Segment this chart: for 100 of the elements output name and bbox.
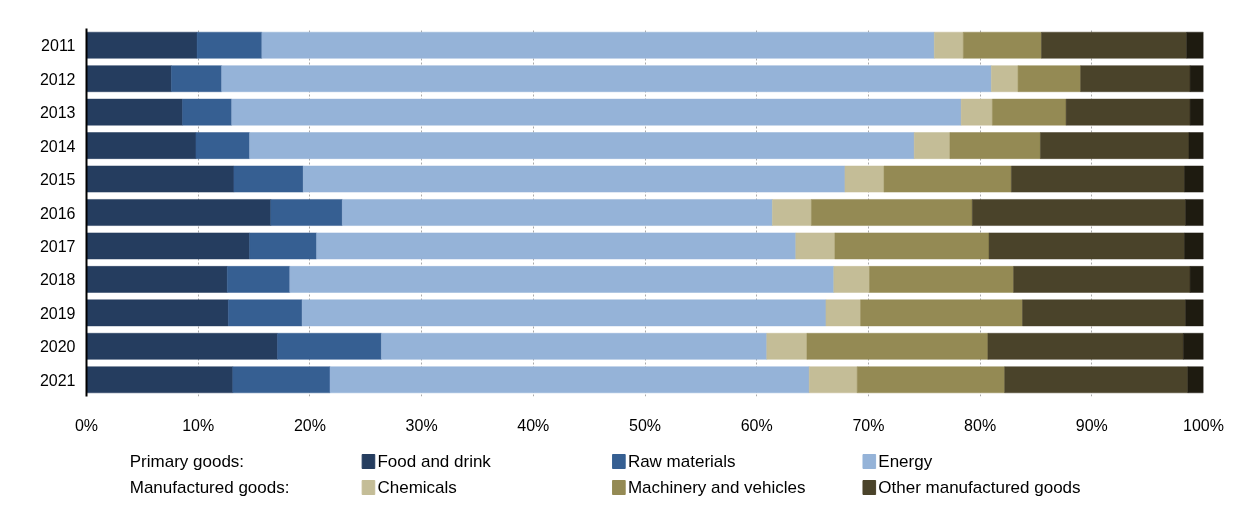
bar <box>86 366 234 394</box>
bar <box>860 299 1023 327</box>
x-tick-label: 70% <box>852 416 885 434</box>
bar <box>772 199 812 226</box>
bar <box>1189 266 1204 293</box>
bar <box>289 266 835 293</box>
x-tick-label: 90% <box>1075 416 1108 434</box>
bar <box>270 199 343 226</box>
bar <box>342 199 773 226</box>
bar <box>1183 333 1204 360</box>
y-tick-label: 2016 <box>39 204 76 222</box>
bar <box>301 299 827 327</box>
bar <box>221 65 992 92</box>
bar <box>302 165 846 193</box>
y-tick-label: 2011 <box>41 37 76 55</box>
y-tick-label: 2012 <box>39 70 76 88</box>
bar <box>808 366 858 394</box>
legend-label: Raw materials <box>627 452 736 471</box>
legend-label: Machinery and vehicles <box>627 478 806 497</box>
legend-label: Energy <box>878 452 933 471</box>
bar <box>811 199 973 226</box>
x-tick-label: 50% <box>628 416 662 434</box>
bar <box>1185 299 1204 327</box>
bar <box>1186 31 1204 59</box>
x-tick-label: 10% <box>182 416 215 434</box>
bar <box>1011 165 1185 193</box>
bar <box>86 132 197 159</box>
bar <box>883 165 1012 193</box>
bar <box>329 366 810 394</box>
bar <box>992 98 1067 126</box>
bar <box>988 232 1185 260</box>
bar <box>934 31 964 59</box>
y-tick-label: 2021 <box>39 371 76 389</box>
bar <box>86 98 183 126</box>
bar <box>825 299 861 327</box>
bar <box>261 31 935 59</box>
bar <box>86 65 172 92</box>
x-tick-label: 30% <box>405 416 438 434</box>
bar <box>834 232 990 260</box>
bar <box>195 132 250 159</box>
bar <box>1004 366 1189 394</box>
bar <box>249 132 915 159</box>
bar <box>1189 98 1204 126</box>
bar <box>86 299 229 327</box>
bar <box>1185 199 1204 226</box>
x-tick-label: 100% <box>1183 416 1224 434</box>
y-tick-label: 2017 <box>39 237 76 255</box>
x-tick-label: 60% <box>740 416 773 434</box>
bar <box>1022 299 1186 327</box>
bar <box>1041 31 1187 59</box>
bar <box>1189 65 1204 92</box>
bar <box>171 65 222 92</box>
bar <box>1184 165 1204 193</box>
bar <box>1188 132 1204 159</box>
bar <box>833 266 870 293</box>
x-tick-label: 40% <box>517 416 550 434</box>
legend-label: Chemicals <box>377 478 457 497</box>
bar <box>844 165 885 193</box>
bar <box>381 333 767 360</box>
bar <box>86 266 228 293</box>
x-tick-label: 80% <box>964 416 997 434</box>
y-tick-label: 2019 <box>39 304 76 322</box>
bar <box>856 366 1005 394</box>
legend-label: Food and drink <box>377 452 492 471</box>
bar <box>972 199 1186 226</box>
y-tick-label: 2014 <box>39 137 76 155</box>
y-tick-label: 2013 <box>39 104 76 122</box>
bar <box>86 199 272 226</box>
bar <box>1184 232 1204 260</box>
bar <box>86 232 250 260</box>
bar <box>1187 366 1204 394</box>
bar <box>249 232 317 260</box>
bar <box>913 132 951 159</box>
bar <box>1065 98 1191 126</box>
bar <box>869 266 1014 293</box>
bar <box>233 165 304 193</box>
x-tick-label: 0% <box>74 416 99 434</box>
bar <box>316 232 797 260</box>
y-tick-label: 2015 <box>39 171 76 189</box>
bar <box>228 299 303 327</box>
y-tick-label: 2020 <box>39 338 76 356</box>
text: Primary goods: <box>129 452 245 471</box>
bar <box>86 165 235 193</box>
bar <box>806 333 989 360</box>
bar <box>196 31 263 59</box>
bar <box>1080 65 1191 92</box>
bar <box>232 366 331 394</box>
bar <box>86 31 198 59</box>
bar <box>963 31 1042 59</box>
bar <box>1017 65 1081 92</box>
bar <box>987 333 1184 360</box>
bar <box>1013 266 1191 293</box>
bar <box>949 132 1041 159</box>
bar <box>1040 132 1190 159</box>
legend-label: Other manufactured goods <box>878 478 1081 497</box>
bar <box>182 98 232 126</box>
x-tick-label: 20% <box>293 416 326 434</box>
bar <box>766 333 808 360</box>
bar <box>991 65 1019 92</box>
bar <box>795 232 836 260</box>
